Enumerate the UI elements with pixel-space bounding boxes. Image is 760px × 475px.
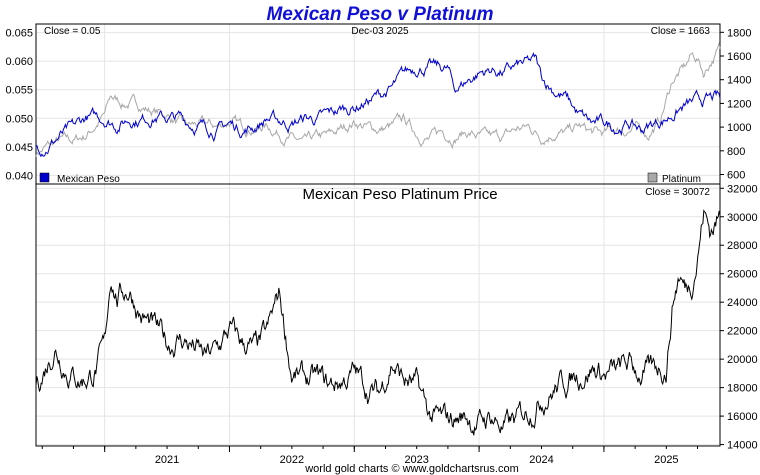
top-panel-grid [36,24,720,184]
top-left-tick-label: 0.040 [5,170,33,182]
top-left-axis: 0.040 0.045 0.050 0.055 0.060 0.065 [5,28,33,183]
top-left-tick-label: 0.045 [5,142,33,154]
top-left-tick-label: 0.065 [5,28,33,40]
bottom-right-tick-label: 32000 [727,183,758,195]
bottom-right-tick-label: 24000 [727,297,758,309]
x-tick-label: 2024 [529,454,553,466]
peso-close-label: Close = 0.05 [44,26,101,37]
top-left-tick-label: 0.055 [5,85,33,97]
platinum-close-label: Close = 1663 [651,26,711,37]
bottom-right-tick-label: 14000 [727,440,758,452]
bottom-panel-frame [35,183,721,447]
top-right-tick-label: 600 [727,170,745,182]
platinum-legend-label: Platinum [662,174,701,185]
top-right-tick-label: 800 [727,146,745,158]
top-panel-frame [35,23,721,185]
peso-legend-swatch [39,172,50,183]
bottom-right-axis: 14000 16000 18000 20000 22000 24000 26000 28000… [720,183,758,452]
peso-legend-label: Mexican Peso [57,174,120,185]
top-right-tick-label: 1200 [727,98,751,110]
top-right-tick-label: 1600 [727,51,751,63]
x-tick-label: 2025 [654,454,678,466]
peso-series-line [35,51,721,158]
bottom-panel-grid [36,184,720,446]
bottom-right-tick-label: 20000 [727,354,758,366]
top-left-tick-label: 0.050 [5,113,33,125]
top-left-tick-label: 0.060 [5,56,33,68]
bottom-chart-title: Mexican Peso Platinum Price [302,186,497,203]
footer-credit: world gold charts © www.goldchartsrus.co… [304,463,519,475]
platinum-legend-swatch [647,172,658,183]
top-right-tick-label: 1800 [727,27,751,39]
top-right-tick-label: 1400 [727,75,751,87]
chart-title: Mexican Peso v Platinum [266,4,493,25]
bottom-right-tick-label: 18000 [727,383,758,395]
bottom-right-tick-label: 22000 [727,326,758,338]
bottom-right-tick-label: 16000 [727,411,758,423]
date-label: Dec-03 2025 [351,26,409,37]
x-tick-label: 2021 [155,454,179,466]
x-tick-label: 2023 [404,454,428,466]
x-axis: 2021 2022 2023 2024 2025 [41,446,699,466]
price-series-line [35,209,721,436]
top-right-axis: 600 800 1000 1200 1400 1600 1800 [720,27,751,182]
bottom-right-tick-label: 30000 [727,212,758,224]
x-tick-label: 2022 [280,454,304,466]
price-close-label: Close = 30072 [645,187,710,198]
platinum-series-line [35,41,721,157]
top-right-tick-label: 1000 [727,122,751,134]
bottom-right-tick-label: 28000 [727,240,758,252]
bottom-right-tick-label: 26000 [727,269,758,281]
